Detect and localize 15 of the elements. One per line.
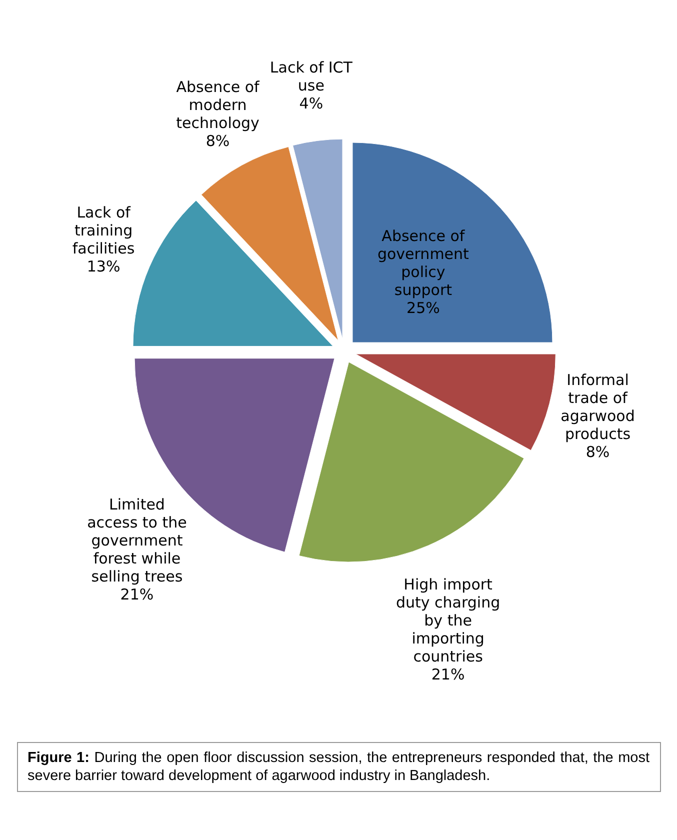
data-label: 21%	[430, 665, 464, 684]
caption: Figure 1: During the open floor discussion session, the entrepreneurs responded that, the most severe barrier toward development of agarwood industry in Bangladesh.	[28, 749, 650, 786]
data-label: 25%	[406, 298, 440, 317]
slice-label: Absence of modern technology	[176, 78, 260, 132]
slice-label: Lack of training facilities	[72, 204, 134, 258]
slice-label: Informal trade of agarwood products	[560, 371, 634, 444]
data-label: 8%	[205, 132, 230, 150]
slice-label: Lack of ICT use	[269, 58, 353, 95]
data-label: 4%	[298, 94, 323, 113]
data-label: 13%	[86, 258, 120, 276]
data-label: 21%	[120, 585, 154, 604]
slice-label: Limited access to the government forest while selling trees	[86, 495, 186, 586]
slice-label: Absence of government policy support	[376, 226, 469, 299]
slice-label: High import duty charging by the importing countries	[395, 575, 500, 666]
data-label: 8%	[585, 443, 610, 462]
